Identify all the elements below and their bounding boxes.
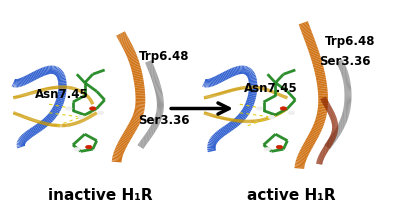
Circle shape (280, 107, 286, 110)
Text: Asn7.45: Asn7.45 (35, 88, 89, 101)
Text: Trp6.48: Trp6.48 (325, 35, 376, 48)
Text: Trp6.48: Trp6.48 (138, 49, 189, 62)
Circle shape (78, 115, 84, 119)
Circle shape (86, 145, 92, 149)
Circle shape (276, 145, 283, 149)
Circle shape (256, 107, 263, 110)
Text: Ser3.36: Ser3.36 (138, 114, 190, 127)
Circle shape (66, 107, 72, 110)
Circle shape (74, 148, 80, 151)
Circle shape (264, 148, 271, 151)
Text: Asn7.45: Asn7.45 (244, 82, 298, 95)
Circle shape (288, 111, 294, 115)
Circle shape (90, 107, 96, 110)
Text: Ser3.36: Ser3.36 (319, 55, 371, 68)
Text: active H₁R: active H₁R (247, 188, 336, 203)
Circle shape (268, 115, 275, 119)
Circle shape (98, 111, 104, 115)
Text: inactive H₁R: inactive H₁R (48, 188, 153, 203)
